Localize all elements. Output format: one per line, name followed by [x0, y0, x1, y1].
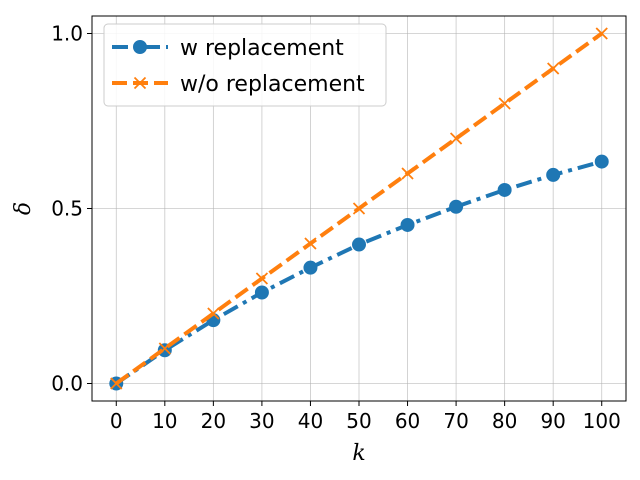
y-tick-label: 0.5: [51, 197, 83, 221]
x-tick-label: 80: [492, 409, 517, 433]
data-point-marker: [400, 217, 415, 232]
data-point-marker: [207, 307, 220, 320]
series-1: [110, 27, 608, 390]
marker-stroke: [595, 27, 608, 40]
x-tick-label: 100: [583, 409, 621, 433]
marker-stroke: [498, 97, 511, 110]
marker-stroke: [449, 132, 463, 145]
legend: w replacement w/o replacement: [103, 23, 387, 107]
x-tick-label: 10: [152, 409, 177, 433]
legend-item-wo-replacement: w/o replacement: [112, 72, 365, 97]
data-point-marker: [255, 272, 269, 285]
data-point-marker: [352, 202, 366, 215]
marker-stroke: [304, 237, 317, 250]
data-point-marker: [449, 132, 463, 145]
data-point-marker: [304, 237, 317, 250]
data-point-marker: [133, 40, 147, 54]
x-tick-label: 20: [201, 409, 226, 433]
x-tick-label: 0: [110, 409, 123, 433]
data-point-marker: [546, 167, 561, 182]
x-tick-label: 40: [298, 409, 323, 433]
y-tick-label: 1.0: [51, 22, 83, 46]
legend-box: [103, 23, 387, 107]
marker-stroke: [158, 342, 171, 355]
data-point-marker: [449, 199, 464, 214]
marker-stroke: [110, 377, 123, 390]
marker-stroke: [255, 272, 269, 285]
legend-label: w replacement: [180, 36, 344, 61]
x-tick-label: 60: [395, 409, 420, 433]
x-tick-label: 50: [346, 409, 371, 433]
marker-stroke: [207, 307, 220, 320]
marker-stroke: [352, 202, 366, 215]
data-point-marker: [498, 97, 511, 110]
data-point-marker: [594, 154, 609, 169]
data-point-marker: [547, 62, 560, 75]
legend-label: w/o replacement: [180, 72, 365, 97]
data-point-marker: [110, 377, 123, 390]
x-axis-label: k: [352, 441, 365, 466]
data-point-marker: [595, 27, 608, 40]
x-tick-label: 30: [249, 409, 274, 433]
marker-stroke: [133, 76, 147, 90]
marker-stroke: [547, 62, 560, 75]
data-point-marker: [158, 342, 171, 355]
y-axis-label: δ: [11, 202, 36, 215]
legend-item-w-replacement: w replacement: [112, 36, 344, 61]
data-point-marker: [401, 167, 414, 180]
marker-stroke: [401, 167, 414, 180]
x-tick-label: 90: [540, 409, 565, 433]
data-point-marker: [352, 237, 366, 252]
data-point-marker: [497, 182, 512, 197]
series-layer: [109, 27, 609, 391]
data-point-marker: [254, 285, 269, 300]
data-point-marker: [303, 260, 318, 275]
x-tick-label: 70: [443, 409, 468, 433]
data-point-marker: [133, 76, 147, 90]
y-tick-label: 0.0: [51, 372, 83, 396]
ticks: 0 10 20 30 40 50 60 70 80 90 100 0.0 0.5 1.0: [51, 22, 621, 434]
